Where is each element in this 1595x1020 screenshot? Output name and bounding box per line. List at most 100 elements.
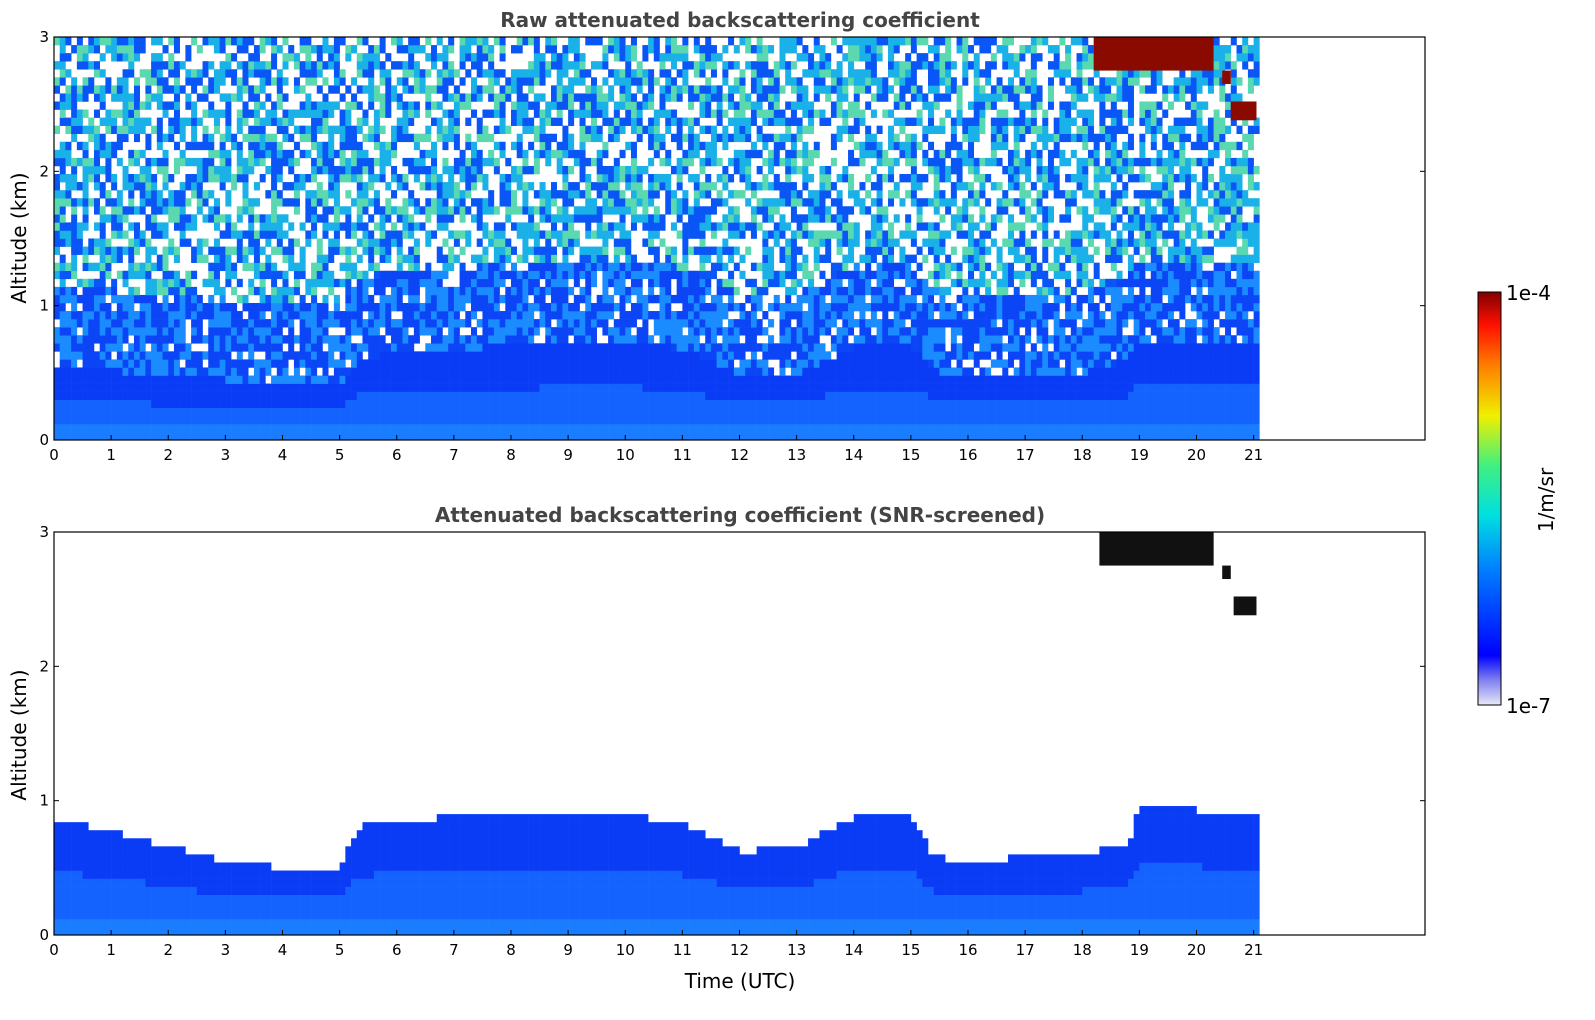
heatmap-cell bbox=[710, 85, 717, 94]
heatmap-cell bbox=[259, 157, 266, 167]
heatmap-cell bbox=[448, 391, 455, 400]
heatmap-cell bbox=[636, 407, 643, 417]
heatmap-cell bbox=[762, 383, 769, 392]
heatmap-cell bbox=[756, 383, 763, 392]
heatmap-cell bbox=[608, 69, 615, 78]
heatmap-cell bbox=[345, 165, 352, 175]
heatmap-cell bbox=[562, 246, 569, 255]
heatmap-cell bbox=[613, 270, 620, 280]
heatmap-cell bbox=[682, 375, 689, 384]
heatmap-cell bbox=[82, 45, 89, 54]
heatmap-cell bbox=[516, 319, 523, 328]
heatmap-cell bbox=[271, 109, 278, 118]
heatmap-cell bbox=[533, 415, 540, 425]
heatmap-cell bbox=[88, 375, 95, 384]
heatmap-cell bbox=[562, 149, 569, 159]
heatmap-cell bbox=[391, 391, 398, 400]
heatmap-cell bbox=[528, 359, 535, 368]
heatmap-cell bbox=[208, 165, 215, 175]
heatmap-cell bbox=[459, 246, 466, 255]
heatmap-cell bbox=[208, 359, 215, 368]
heatmap-cell bbox=[219, 415, 226, 425]
heatmap-cell bbox=[539, 294, 546, 304]
heatmap-cell bbox=[642, 375, 649, 384]
heatmap-cell bbox=[728, 190, 735, 199]
heatmap-cell bbox=[493, 125, 500, 135]
heatmap-cell bbox=[568, 165, 575, 175]
heatmap-cell bbox=[253, 343, 260, 352]
heatmap-cell bbox=[739, 359, 746, 368]
heatmap-cell bbox=[391, 351, 398, 360]
heatmap-cell bbox=[173, 383, 180, 392]
heatmap-cell bbox=[688, 222, 695, 231]
heatmap-cell bbox=[191, 407, 198, 417]
heatmap-cell bbox=[385, 149, 392, 159]
heatmap-cell bbox=[105, 351, 112, 360]
heatmap-cell bbox=[688, 327, 695, 336]
heatmap-cell bbox=[579, 343, 586, 352]
heatmap-cell bbox=[699, 270, 706, 280]
heatmap-cell bbox=[65, 319, 72, 328]
heatmap-cell bbox=[59, 375, 66, 384]
heatmap-cell bbox=[133, 375, 140, 384]
heatmap-cell bbox=[99, 367, 106, 376]
heatmap-cell bbox=[88, 294, 95, 304]
heatmap-cell bbox=[613, 238, 620, 247]
heatmap-cell bbox=[733, 77, 740, 86]
heatmap-cell bbox=[128, 327, 135, 336]
heatmap-cell bbox=[191, 270, 198, 280]
heatmap-cell bbox=[619, 302, 626, 312]
heatmap-column bbox=[373, 45, 380, 441]
heatmap-cell bbox=[750, 383, 757, 392]
heatmap-cell bbox=[573, 37, 580, 46]
heatmap-column bbox=[613, 37, 620, 441]
heatmap-cell bbox=[185, 278, 192, 288]
heatmap-cell bbox=[619, 335, 626, 344]
heatmap-cell bbox=[351, 45, 358, 54]
heatmap-cell bbox=[413, 319, 420, 328]
heatmap-cell bbox=[145, 270, 152, 280]
heatmap-cell bbox=[516, 311, 523, 320]
heatmap-cell bbox=[613, 190, 620, 199]
heatmap-cell bbox=[653, 367, 660, 376]
heatmap-cell bbox=[619, 117, 626, 126]
heatmap-cell bbox=[556, 69, 563, 78]
heatmap-cell bbox=[59, 254, 66, 263]
heatmap-cell bbox=[705, 302, 712, 312]
heatmap-column bbox=[699, 45, 706, 441]
heatmap-cell bbox=[556, 101, 563, 110]
heatmap-cell bbox=[573, 278, 580, 288]
heatmap-cell bbox=[396, 335, 403, 344]
heatmap-cell bbox=[539, 343, 546, 352]
heatmap-cell bbox=[436, 391, 443, 400]
heatmap-cell bbox=[516, 391, 523, 400]
heatmap-cell bbox=[368, 302, 375, 312]
heatmap-cell bbox=[522, 222, 529, 231]
heatmap-cell bbox=[162, 286, 169, 296]
heatmap-cell bbox=[739, 351, 746, 360]
heatmap-cell bbox=[345, 294, 352, 304]
heatmap-cell bbox=[351, 270, 358, 280]
heatmap-cell bbox=[630, 383, 637, 392]
heatmap-cell bbox=[556, 278, 563, 288]
heatmap-cell bbox=[602, 222, 609, 231]
heatmap-cell bbox=[333, 182, 340, 191]
heatmap-cell bbox=[116, 343, 123, 352]
heatmap-cell bbox=[191, 294, 198, 304]
heatmap-cell bbox=[522, 383, 529, 392]
heatmap-cell bbox=[173, 391, 180, 400]
heatmap-cell bbox=[533, 286, 540, 296]
heatmap-cell bbox=[99, 423, 106, 433]
heatmap-cell bbox=[590, 399, 597, 409]
heatmap-cell bbox=[733, 117, 740, 126]
heatmap-column bbox=[316, 45, 323, 441]
heatmap-cell bbox=[431, 375, 438, 384]
heatmap-cell bbox=[156, 125, 163, 135]
heatmap-cell bbox=[659, 174, 666, 183]
heatmap-cell bbox=[762, 198, 769, 207]
heatmap-cell bbox=[145, 222, 152, 231]
heatmap-cell bbox=[225, 302, 232, 312]
heatmap-cell bbox=[122, 53, 129, 62]
heatmap-cell bbox=[556, 149, 563, 159]
heatmap-cell bbox=[93, 423, 100, 433]
